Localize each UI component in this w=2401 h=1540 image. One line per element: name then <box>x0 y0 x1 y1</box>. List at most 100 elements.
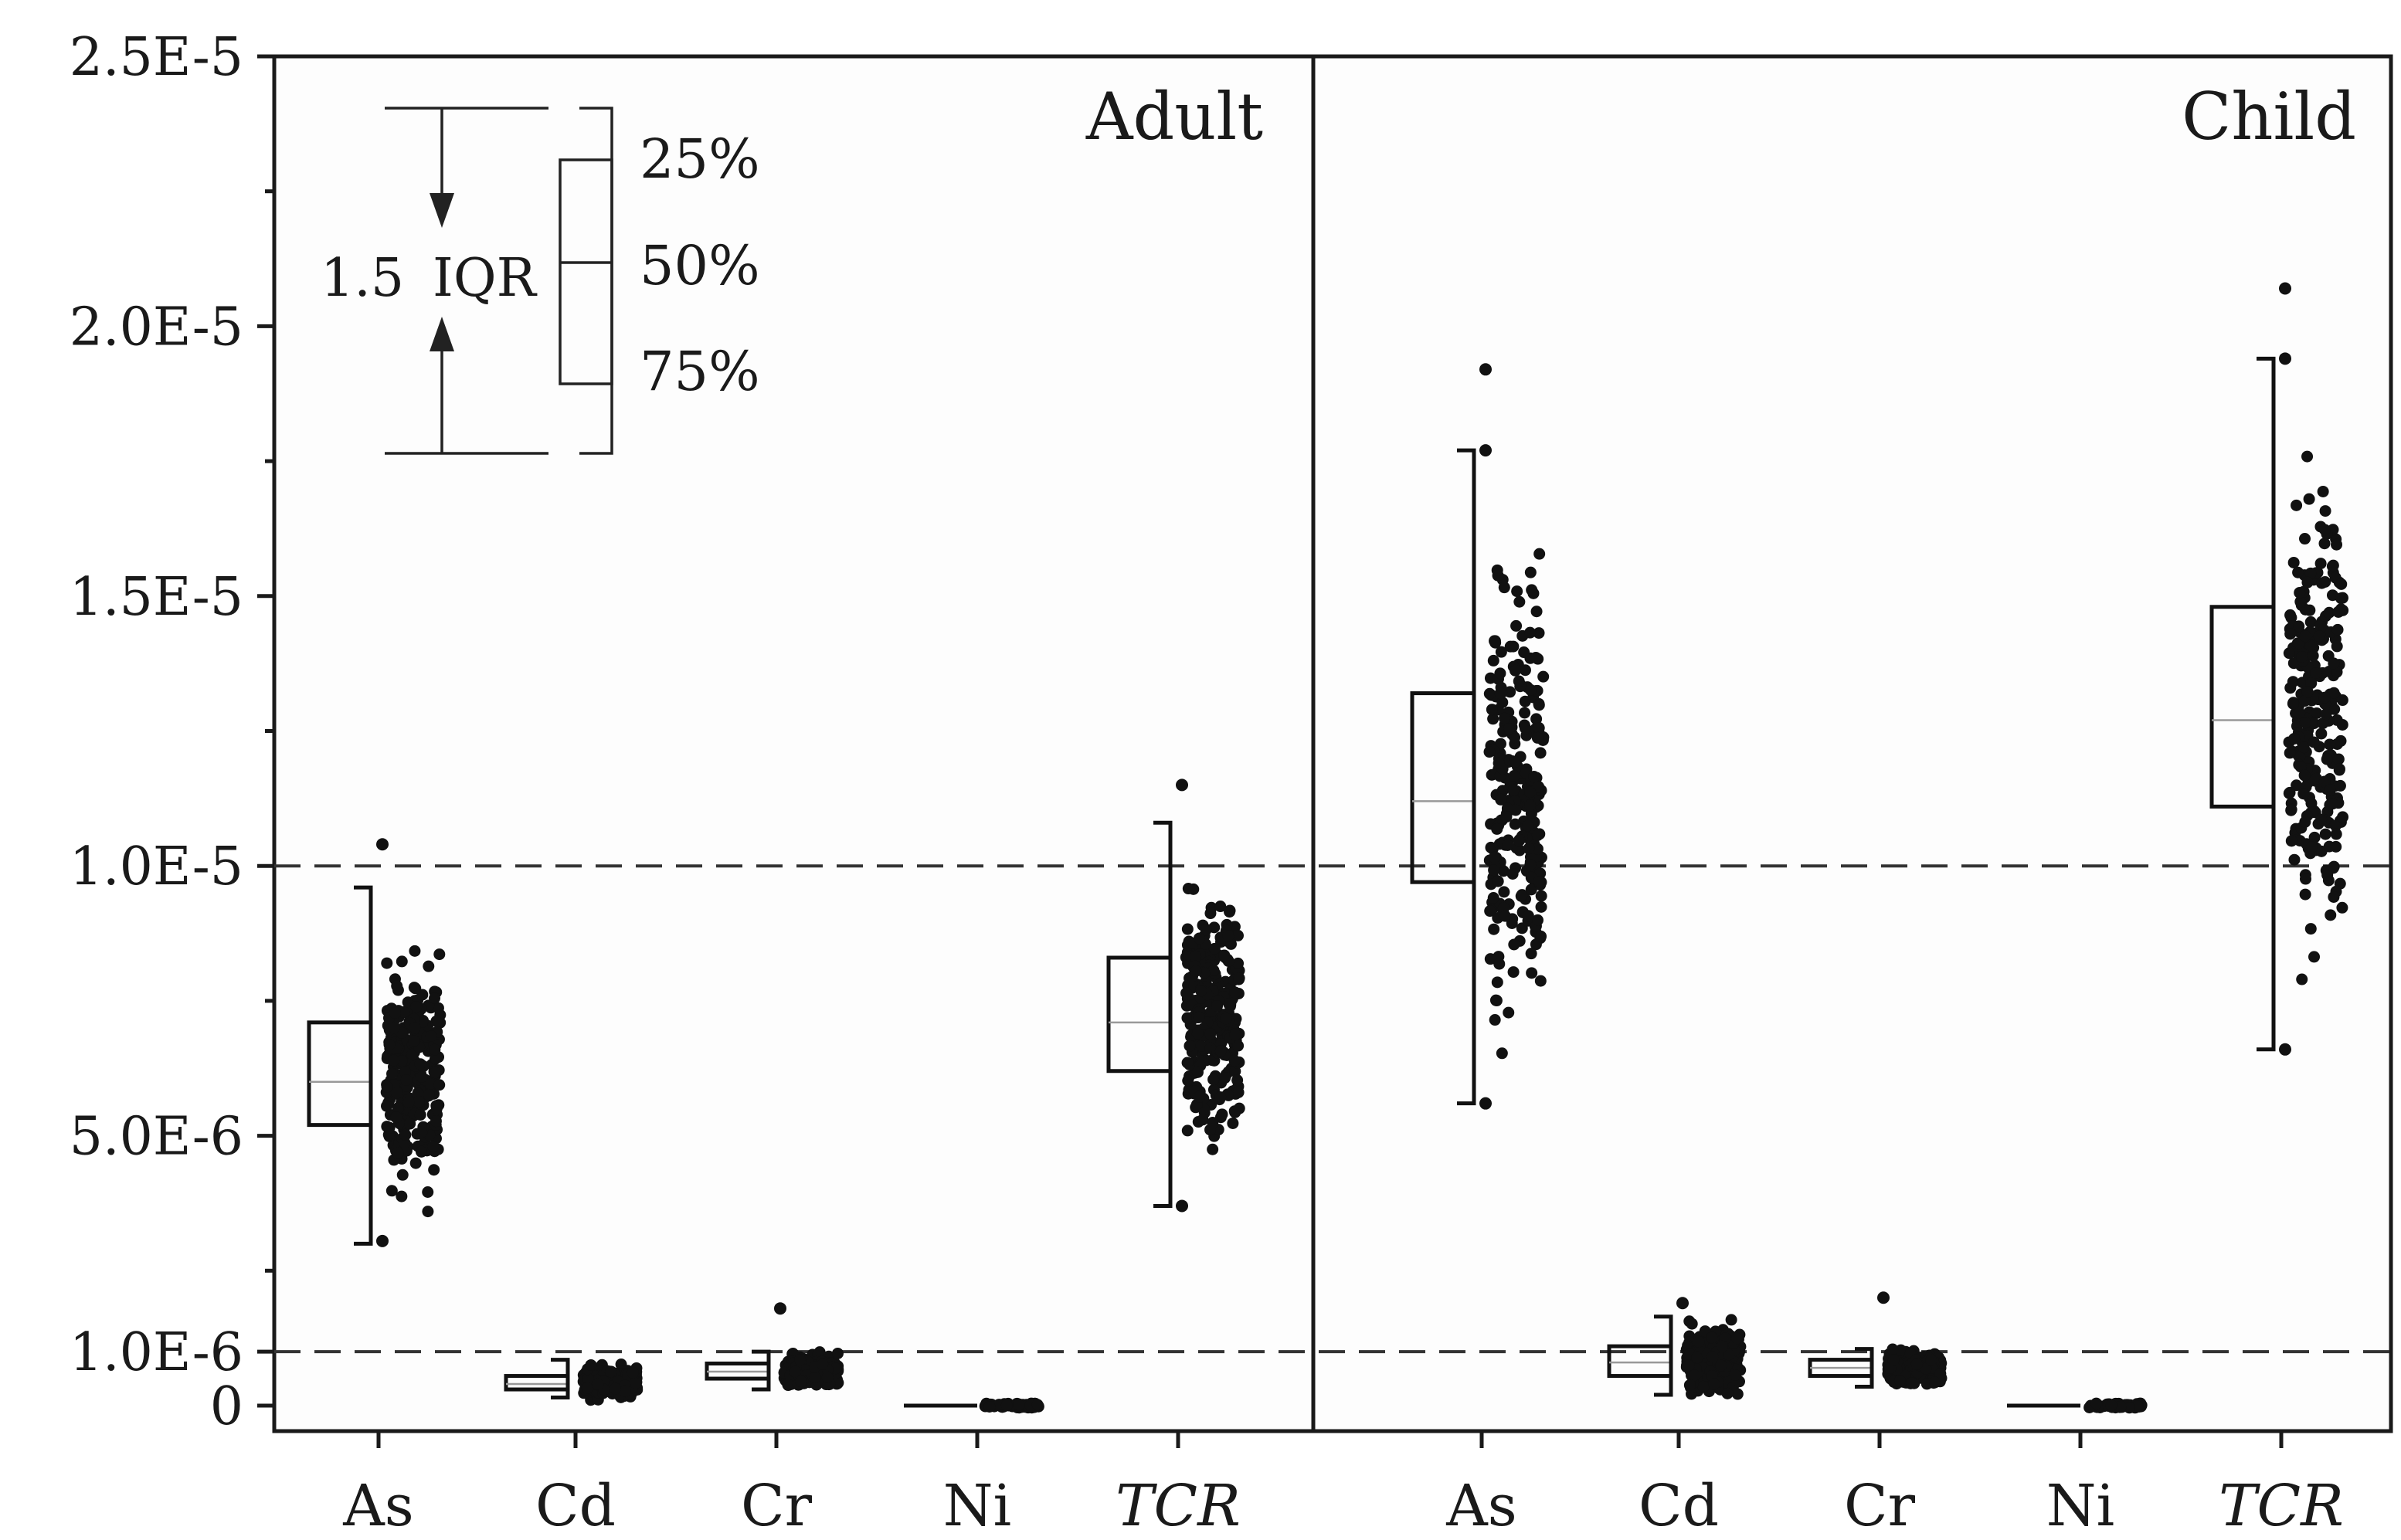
data-point <box>396 1169 409 1181</box>
data-point <box>399 1128 412 1141</box>
data-point <box>619 1385 631 1397</box>
data-point <box>1534 975 1547 987</box>
data-point <box>422 1206 434 1218</box>
data-point <box>2283 647 2295 660</box>
data-point <box>1502 839 1514 851</box>
data-point <box>2297 741 2310 754</box>
data-point <box>381 1080 393 1093</box>
y-axis: 01.0E-6 5.0E-6 1.0E-5 1.5E-5 2.0E-5 2.5E-5 <box>70 27 274 1437</box>
data-point <box>2330 828 2342 840</box>
x-tick-label: Cd <box>535 1473 616 1539</box>
whisker <box>1855 1347 1874 1389</box>
outlier-point <box>2279 282 2291 295</box>
x-tick-label: Ni <box>943 1473 1011 1539</box>
data-point <box>1216 1108 1228 1121</box>
data-point <box>1503 1006 1515 1019</box>
data-point <box>2296 650 2308 663</box>
data-point <box>392 1102 404 1114</box>
data-point <box>430 1102 443 1114</box>
x-axis: As Cd Cr Ni TCR As Cd Cr Ni TCR <box>342 1431 2344 1539</box>
data-point <box>429 1067 441 1079</box>
data-point <box>2321 869 2334 881</box>
data-point <box>2319 576 2331 589</box>
data-point <box>2296 973 2308 985</box>
data-point <box>1181 1124 1194 1137</box>
data-point <box>2299 873 2311 885</box>
data-point <box>1207 1074 1220 1086</box>
data-point <box>1500 811 1513 823</box>
data-point <box>2305 841 2318 853</box>
data-point <box>1497 865 1510 877</box>
data-point <box>1509 818 1521 830</box>
data-point <box>2335 734 2347 747</box>
data-point <box>1190 951 1202 963</box>
data-point <box>1524 859 1537 871</box>
data-point <box>1934 1368 1947 1380</box>
data-point <box>2323 840 2335 853</box>
data-point <box>423 1088 435 1101</box>
data-point <box>2304 616 2317 628</box>
box-tcr <box>2209 282 2349 1056</box>
y-tick-label: 0 <box>210 1376 243 1437</box>
data-point <box>416 1070 428 1083</box>
data-point <box>1519 664 1531 677</box>
data-point <box>1491 823 1503 835</box>
data-point <box>1031 1399 1044 1411</box>
data-point <box>1182 1074 1194 1087</box>
data-point <box>2313 630 2325 643</box>
data-point <box>1488 864 1500 877</box>
outlier-point <box>1676 1297 1689 1310</box>
data-point <box>2297 788 2310 800</box>
data-point <box>1526 967 1538 979</box>
data-point <box>429 1043 441 1056</box>
panel-title: Adult <box>1085 79 1263 154</box>
data-point <box>408 982 420 994</box>
data-point <box>1194 1091 1206 1103</box>
data-point <box>1510 619 1523 632</box>
data-point <box>2299 888 2311 901</box>
data-point <box>1211 999 1224 1012</box>
data-point <box>581 1382 593 1394</box>
data-point <box>629 1377 641 1389</box>
data-point <box>408 1035 420 1047</box>
data-point <box>1490 995 1503 1007</box>
data-point <box>383 1039 396 1051</box>
data-point <box>1195 985 1207 997</box>
data-point <box>782 1379 794 1391</box>
data-point <box>1508 938 1520 951</box>
data-point <box>809 1371 821 1383</box>
data-point <box>1531 843 1544 855</box>
data-point <box>392 1147 404 1159</box>
data-point <box>1507 966 1520 979</box>
data-point <box>409 945 421 957</box>
outlier-point <box>1176 778 1188 792</box>
data-point <box>1494 667 1506 680</box>
data-point <box>1218 949 1231 962</box>
data-point <box>2318 775 2331 788</box>
data-point <box>388 1054 400 1067</box>
data-point <box>2294 707 2306 719</box>
data-point <box>1491 976 1503 989</box>
y-tick-label: 5.0E-6 <box>70 1107 243 1168</box>
whisker <box>354 885 373 1246</box>
data-point <box>1504 686 1516 698</box>
data-point <box>2301 576 2314 589</box>
data-point <box>413 1096 425 1108</box>
data-point <box>2310 692 2322 704</box>
data-point <box>2324 738 2336 751</box>
data-point <box>1228 1054 1241 1067</box>
data-point <box>2294 586 2306 599</box>
data-point <box>1207 1143 1219 1155</box>
data-point <box>2328 687 2340 699</box>
data-point <box>1486 704 1498 716</box>
data-point <box>1524 684 1537 696</box>
box-cd <box>504 1358 644 1406</box>
data-point <box>409 1157 422 1169</box>
data-point <box>2308 717 2320 730</box>
data-point <box>1506 867 1519 880</box>
data-point <box>1725 1314 1737 1326</box>
data-point <box>396 1190 408 1202</box>
data-point <box>424 1077 436 1090</box>
plot-frame <box>272 54 2393 1433</box>
y-tick-label: 1.0E-5 <box>70 836 243 897</box>
